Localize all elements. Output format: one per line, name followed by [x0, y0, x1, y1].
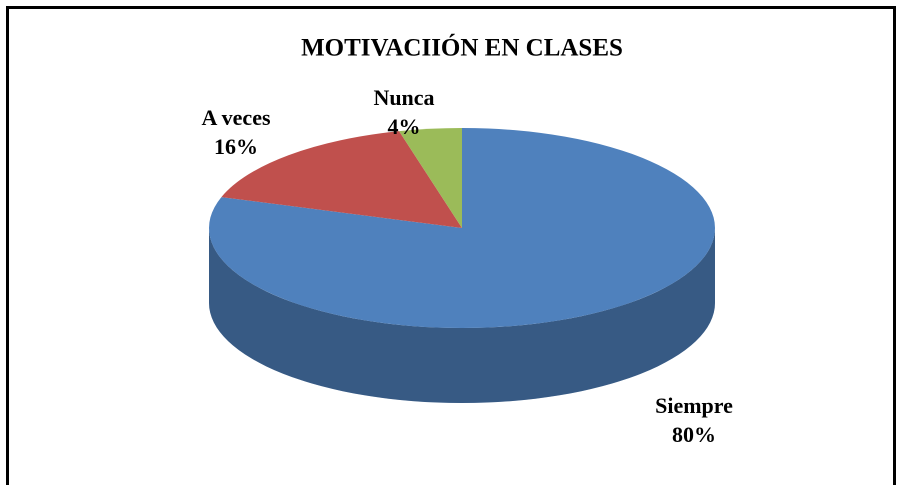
slice-side [209, 228, 715, 403]
data-label-name: Siempre [655, 393, 733, 418]
data-label-name: Nunca [373, 85, 434, 110]
data-label-value: 4% [388, 114, 421, 139]
data-label-name: A veces [201, 105, 270, 130]
data-label-value: 80% [672, 422, 716, 447]
data-label-value: 16% [214, 134, 258, 159]
slice [221, 131, 462, 228]
frame [6, 6, 896, 485]
slice-side-shade [209, 228, 715, 403]
slice [399, 128, 462, 228]
chart-title: MOTIVACIIÓN EN CLASES [301, 34, 623, 62]
